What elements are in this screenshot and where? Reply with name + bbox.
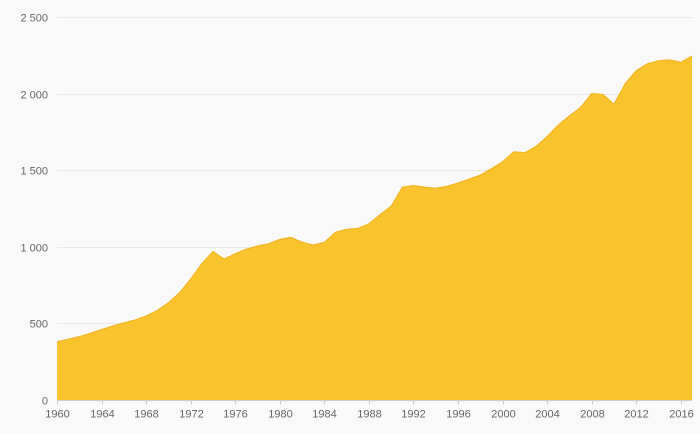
- y-axis-tick-label: 1 000: [20, 243, 48, 255]
- y-axis-tick-label: 2 500: [20, 13, 48, 25]
- x-axis-tick-label: 1988: [357, 409, 381, 421]
- x-axis-tick-label: 2004: [535, 409, 559, 421]
- x-axis-tick-label: 2008: [580, 409, 604, 421]
- x-axis-tick-label: 1984: [312, 409, 336, 421]
- x-axis-tick-label: 1960: [45, 409, 69, 421]
- y-axis-tick-label: 2 000: [20, 90, 48, 102]
- x-axis-tick-label: 1964: [90, 409, 114, 421]
- x-axis-tick-label: 1972: [179, 409, 203, 421]
- x-axis-tick-label: 1976: [223, 409, 247, 421]
- area-series: [57, 56, 692, 400]
- x-axis-tick-label: 2000: [491, 409, 515, 421]
- x-axis-tick-label: 1968: [134, 409, 158, 421]
- y-axis-tick-label: 0: [42, 396, 48, 408]
- y-axis-tick-label: 500: [30, 319, 48, 331]
- area-top-line: [56, 55, 693, 343]
- x-axis-tick-label: 2016: [669, 409, 693, 421]
- x-axis-tick-label: 2012: [624, 409, 648, 421]
- y-axis-tick-label: 1 500: [20, 166, 48, 178]
- x-axis-tick-label: 1980: [268, 409, 292, 421]
- x-axis-tick-label: 1992: [401, 409, 425, 421]
- x-axis-tick-label: 1996: [446, 409, 470, 421]
